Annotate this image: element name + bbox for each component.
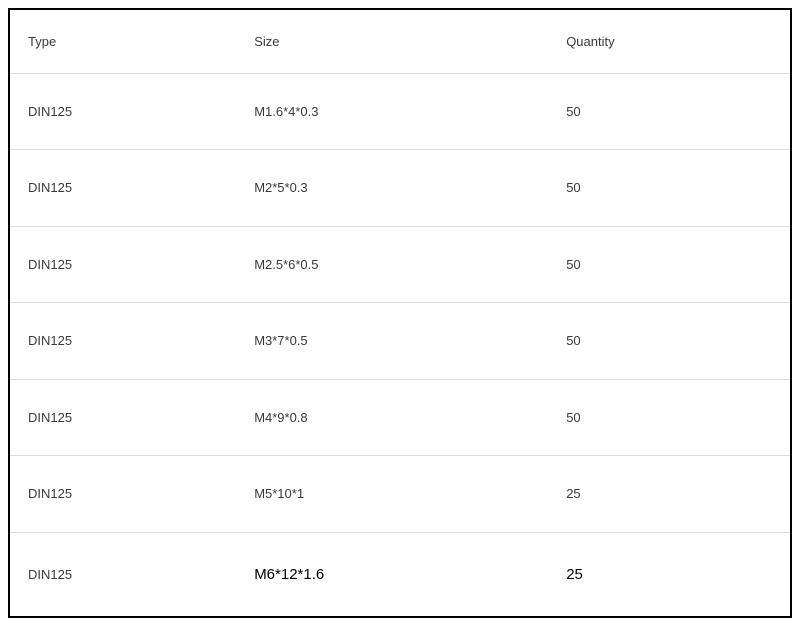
col-header-size: Size — [236, 10, 548, 73]
table-row: DIN125 M6*12*1.6 25 — [10, 532, 790, 616]
header-row: Type Size Quantity — [10, 10, 790, 73]
cell-type: DIN125 — [10, 73, 236, 150]
cell-quantity: 50 — [548, 379, 790, 456]
cell-size: M1.6*4*0.3 — [236, 73, 548, 150]
col-header-type: Type — [10, 10, 236, 73]
table-row: DIN125 M2*5*0.3 50 — [10, 150, 790, 227]
cell-size: M2.5*6*0.5 — [236, 226, 548, 303]
cell-type: DIN125 — [10, 226, 236, 303]
cell-type: DIN125 — [10, 532, 236, 616]
cell-type: DIN125 — [10, 456, 236, 533]
table-row: DIN125 M3*7*0.5 50 — [10, 303, 790, 380]
cell-quantity: 50 — [548, 150, 790, 227]
table-row: DIN125 M1.6*4*0.3 50 — [10, 73, 790, 150]
table-row: DIN125 M4*9*0.8 50 — [10, 379, 790, 456]
cell-quantity: 25 — [548, 532, 790, 616]
cell-quantity: 25 — [548, 456, 790, 533]
cell-quantity: 50 — [548, 303, 790, 380]
cell-type: DIN125 — [10, 303, 236, 380]
cell-size: M3*7*0.5 — [236, 303, 548, 380]
table-row: DIN125 M2.5*6*0.5 50 — [10, 226, 790, 303]
cell-size: M6*12*1.6 — [236, 532, 548, 616]
cell-type: DIN125 — [10, 150, 236, 227]
table-header: Type Size Quantity — [10, 10, 790, 73]
cell-quantity: 50 — [548, 73, 790, 150]
cell-quantity: 50 — [548, 226, 790, 303]
col-header-quantity: Quantity — [548, 10, 790, 73]
table-container: Type Size Quantity DIN125 M1.6*4*0.3 50 … — [8, 8, 792, 618]
cell-size: M2*5*0.3 — [236, 150, 548, 227]
table-body: DIN125 M1.6*4*0.3 50 DIN125 M2*5*0.3 50 … — [10, 73, 790, 616]
cell-type: DIN125 — [10, 379, 236, 456]
cell-size: M5*10*1 — [236, 456, 548, 533]
table-row: DIN125 M5*10*1 25 — [10, 456, 790, 533]
cell-size: M4*9*0.8 — [236, 379, 548, 456]
spec-table: Type Size Quantity DIN125 M1.6*4*0.3 50 … — [10, 10, 790, 616]
